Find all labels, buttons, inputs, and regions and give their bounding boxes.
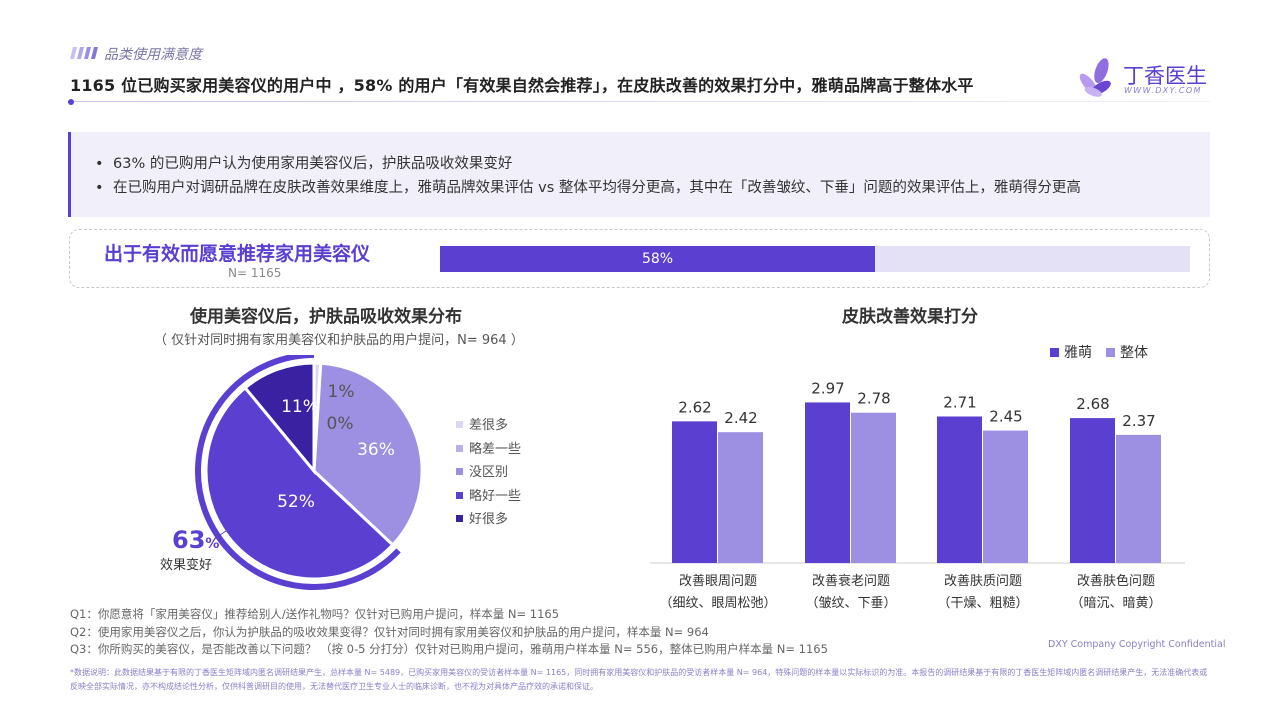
pie-slice-label: 36%: [357, 440, 395, 460]
legend-label: 略好一些: [469, 488, 522, 504]
recommend-title: 出于有效而愿意推荐家用美容仪: [104, 243, 371, 265]
summary-bullet: • 在已购用户对调研品牌在皮肤改善效果维度上，雅萌品牌效果评估 vs 整体平均得分…: [95, 180, 1081, 196]
legend-item: 略差一些: [456, 438, 521, 462]
bar-value-label: 2.78: [857, 390, 890, 408]
page-headline: 1165 位已购买家用美容仪的用户中 ，58% 的用户「有效果自然会推荐」，在皮…: [70, 76, 974, 95]
survey-question: Q1：你愿意将「家用美容仪」推荐给别人/送作礼物吗？仅针对已购用户提问，样本量 …: [70, 607, 560, 621]
pie-chart-subtitle: （ 仅针对同时拥有家用美容仪和护肤品的用户提问，N= 964 ）: [154, 333, 524, 348]
bar-value-label: 2.37: [1122, 412, 1155, 430]
survey-question: Q3：你所购买的美容仪，是否能改善以下问题？ （按 0-5 分打分）仅针对已购用…: [70, 642, 828, 656]
recommend-sample-size: N= 1165: [228, 266, 282, 280]
recommend-bar-label: 58%: [641, 251, 674, 267]
bar-value-label: 2.62: [678, 398, 711, 416]
legend-swatch: [456, 515, 463, 522]
category-label: （皱纹、下垂）: [805, 595, 896, 610]
legend-item: 好很多: [456, 508, 521, 532]
pie-chart-title: 使用美容仪后，护肤品吸收效果分布: [190, 307, 462, 327]
improved-percentage: 63%: [172, 526, 219, 554]
bar: [1116, 434, 1161, 563]
legend-item: 整体: [1106, 342, 1148, 362]
improved-percentage-unit: %: [205, 536, 220, 552]
category-label: 改善眼周问题: [679, 573, 757, 589]
brand-name: 丁香医生: [1123, 64, 1207, 88]
legend-item: 略好一些: [456, 485, 521, 509]
category-label: （干燥、粗糙）: [937, 596, 1028, 610]
bar: [1070, 418, 1115, 563]
bar-value-label: 2.97: [811, 379, 844, 397]
summary-bullet-text: 在已购用户对调研品牌在皮肤改善效果维度上，雅萌品牌效果评估 vs 整体平均得分更…: [113, 180, 1081, 196]
category-label: 改善肤质问题: [944, 573, 1022, 589]
legend-label: 好很多: [469, 512, 509, 527]
skin-improvement-bar-chart: 2.62 2.42 改善眼周问题 （细纹、眼周松弛） 2.97 2.78 改善衰老问题 （皱纹…: [650, 379, 1185, 610]
bar: [937, 416, 982, 563]
bar-legend: 雅萌 整体: [1050, 342, 1162, 362]
bar: [718, 432, 763, 563]
legend-label: 没区别: [469, 465, 509, 480]
absorption-pie-chart: 1% 0%36% 52% 11%: [195, 355, 424, 590]
bar: [851, 412, 896, 563]
bar: [805, 402, 850, 563]
legend-swatch: [1106, 348, 1115, 357]
legend-swatch: [456, 468, 463, 475]
summary-bullet: • 63% 的已购用户认为使用家用美容仪后，护肤品吸收效果变好: [95, 156, 513, 172]
pie-slice-label: 11%: [281, 397, 319, 417]
bar-value-label: 2.68: [1076, 395, 1109, 413]
section-label: 品类使用满意度: [104, 47, 202, 63]
recommend-bar-fill: [440, 246, 875, 272]
category-label: （细纹、眼周松弛）: [659, 596, 776, 610]
legend-item: 差很多: [456, 414, 521, 438]
dxy-flower-logo-icon: [1079, 58, 1111, 97]
pie-slice-label: 1%: [328, 382, 355, 402]
improved-percentage-value: 63: [172, 526, 206, 554]
survey-question: Q2：使用家用美容仪之后，你认为护肤品的吸收效果变得？仅针对同时拥有家用美容仪和…: [70, 624, 709, 639]
copyright-notice: DXY Company Copyright Confidential: [1048, 639, 1226, 650]
pie-slice-label: 0%: [327, 414, 354, 434]
legend-item: 没区别: [456, 461, 521, 485]
bar: [672, 421, 717, 563]
legend-swatch: [456, 421, 463, 428]
survey-questions: Q1：你愿意将「家用美容仪」推荐给别人/送作礼物吗？仅针对已购用户提问，样本量 …: [70, 606, 828, 659]
pie-slice-label: 52%: [277, 492, 315, 512]
legend-swatch: [456, 444, 463, 452]
legend-label: 略差一些: [469, 441, 522, 457]
pie-slice: [243, 361, 316, 476]
bar: [983, 430, 1028, 563]
summary-box: • 63% 的已购用户认为使用家用美容仪后，护肤品吸收效果变好 • 在已购用户对调研…: [68, 132, 1210, 217]
improved-label: 效果变好: [160, 558, 213, 573]
category-label: 改善衰老问题: [812, 573, 890, 589]
improved-highlight-arc: [195, 355, 401, 590]
category-label: （暗沉、暗黄）: [1070, 596, 1161, 610]
category-label: 改善肤色问题: [1077, 573, 1155, 589]
summary-bullet-text: 63% 的已购用户认为使用家用美容仪后，护肤品吸收效果变好: [113, 156, 513, 172]
data-disclaimer: *数据说明：此数据结果基于有限的丁香医生矩阵域内匿名调研结果产生，总样本量 N=…: [70, 668, 1208, 691]
legend-label: 雅萌: [1064, 345, 1092, 361]
bar-value-label: 2.45: [989, 408, 1022, 426]
bar-value-label: 2.71: [943, 393, 976, 411]
bar-value-label: 2.42: [724, 409, 757, 427]
recommend-box: [69, 229, 1210, 288]
pie-legend: 差很多略差一些没区别略好一些好很多: [456, 414, 521, 532]
legend-label: 差很多: [469, 418, 509, 433]
legend-label: 整体: [1120, 345, 1148, 361]
headline-divider: [68, 99, 1210, 105]
bar-chart-title: 皮肤改善效果打分: [842, 307, 978, 327]
legend-swatch: [456, 491, 463, 499]
highlight-connector: [219, 522, 239, 536]
brand-url: WWW.DXY.COM: [1124, 86, 1202, 95]
legend-swatch: [1050, 348, 1059, 357]
legend-item: 雅萌: [1050, 342, 1092, 362]
pie-slice: [204, 385, 395, 581]
section-stripes-icon: [70, 47, 98, 59]
pie-slice: [312, 361, 424, 548]
